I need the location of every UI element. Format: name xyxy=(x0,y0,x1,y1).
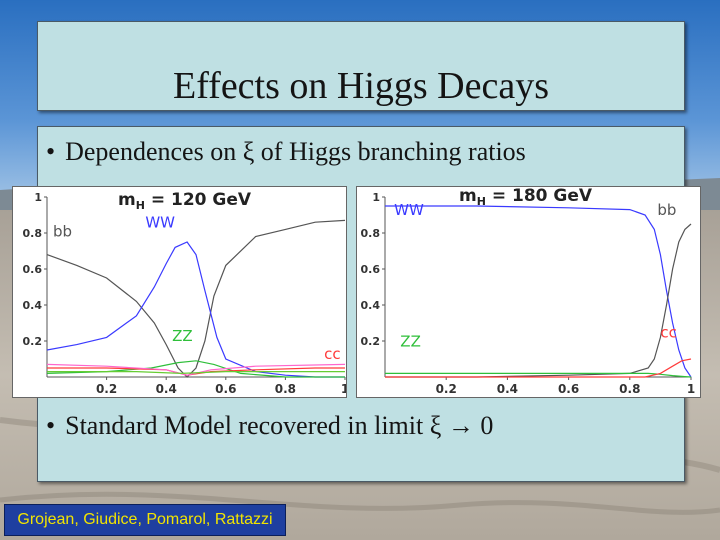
x-tick-label: 0.6 xyxy=(558,382,579,396)
x-tick-label: 0.4 xyxy=(497,382,518,396)
x-tick-label: 0.2 xyxy=(436,382,457,396)
series-label-ww: WW xyxy=(394,201,424,219)
series-line-zz xyxy=(46,360,345,378)
x-tick-label: 1 xyxy=(341,382,347,396)
slide-title: Effects on Higgs Decays xyxy=(172,65,550,107)
x-tick-label: 0.2 xyxy=(96,382,117,396)
series-line-cc xyxy=(47,367,345,376)
series-line-bb xyxy=(46,219,346,378)
bullet-marker: • xyxy=(46,137,56,166)
bullet-item: • Dependences on ξ of Higgs branching rat… xyxy=(46,137,526,167)
series-label-ww: WW xyxy=(145,214,175,232)
credit-text: Grojean, Giudice, Pomarol, Rattazzi xyxy=(17,511,273,528)
title-panel: Effects on Higgs Decays xyxy=(37,21,685,111)
bullet-item: • Standard Model recovered in limit ξ → 0 xyxy=(46,411,493,441)
series-label-cc: cc xyxy=(660,323,677,341)
chart-title: mH = 120 GeV xyxy=(118,190,252,212)
chart-title: mH = 180 GeV xyxy=(459,187,593,208)
series-label-zz: ZZ xyxy=(172,327,193,345)
bullet-text: Dependences on ξ of Higgs branching rati… xyxy=(65,137,526,166)
x-tick-label: 0.4 xyxy=(156,382,177,396)
series-line-unlabeled-4 xyxy=(46,363,346,376)
chart-mh-120: 0.2 0.4 0.6 0.8 1 0.2 0.4 0.6 0.8 1 bb WW ZZ cc mH = 1… xyxy=(12,186,347,398)
series-line-bb xyxy=(385,223,692,378)
chart-mh-180: 0.2 0.4 0.6 0.8 1 0.2 0.4 0.6 0.8 1 WW bb ZZ cc mH = 1… xyxy=(356,186,701,398)
series-label-cc: cc xyxy=(324,345,341,363)
chart-svg: 0.2 0.4 0.6 0.8 1 0.2 0.4 0.6 0.8 1 bb WW ZZ cc mH = 1… xyxy=(23,190,347,396)
series-label-zz: ZZ xyxy=(400,332,421,350)
series-line-zz xyxy=(385,372,692,378)
y-tick-label: 0.4 xyxy=(23,299,43,312)
x-tick-label: 0.6 xyxy=(215,382,236,396)
y-tick-label: 0.6 xyxy=(361,263,381,276)
series-line-ww xyxy=(46,241,345,378)
series-label-bb: bb xyxy=(657,201,676,219)
y-tick-label: 0.2 xyxy=(23,335,43,348)
series-label-bb: bb xyxy=(53,223,72,241)
bullet-marker: • xyxy=(46,411,56,440)
x-tick-label: 0.8 xyxy=(619,382,640,396)
x-tick-label: 0.8 xyxy=(275,382,296,396)
series-line-cc xyxy=(385,358,692,378)
chart-svg: 0.2 0.4 0.6 0.8 1 0.2 0.4 0.6 0.8 1 WW bb ZZ cc mH = 1… xyxy=(361,187,696,396)
series-line-unlabeled-5 xyxy=(47,371,345,375)
y-tick-label: 0.8 xyxy=(23,227,43,240)
series-line-ww xyxy=(385,205,692,378)
y-tick-label: 0.6 xyxy=(23,263,43,276)
y-tick-label: 1 xyxy=(372,191,380,204)
credit-box: Grojean, Giudice, Pomarol, Rattazzi xyxy=(4,504,286,536)
x-tick-label: 1 xyxy=(687,382,695,396)
y-tick-label: 0.2 xyxy=(361,335,381,348)
y-tick-label: 1 xyxy=(34,191,42,204)
y-tick-label: 0.4 xyxy=(361,299,381,312)
y-tick-label: 0.8 xyxy=(361,227,381,240)
bullet-text: Standard Model recovered in limit ξ → 0 xyxy=(65,411,494,440)
